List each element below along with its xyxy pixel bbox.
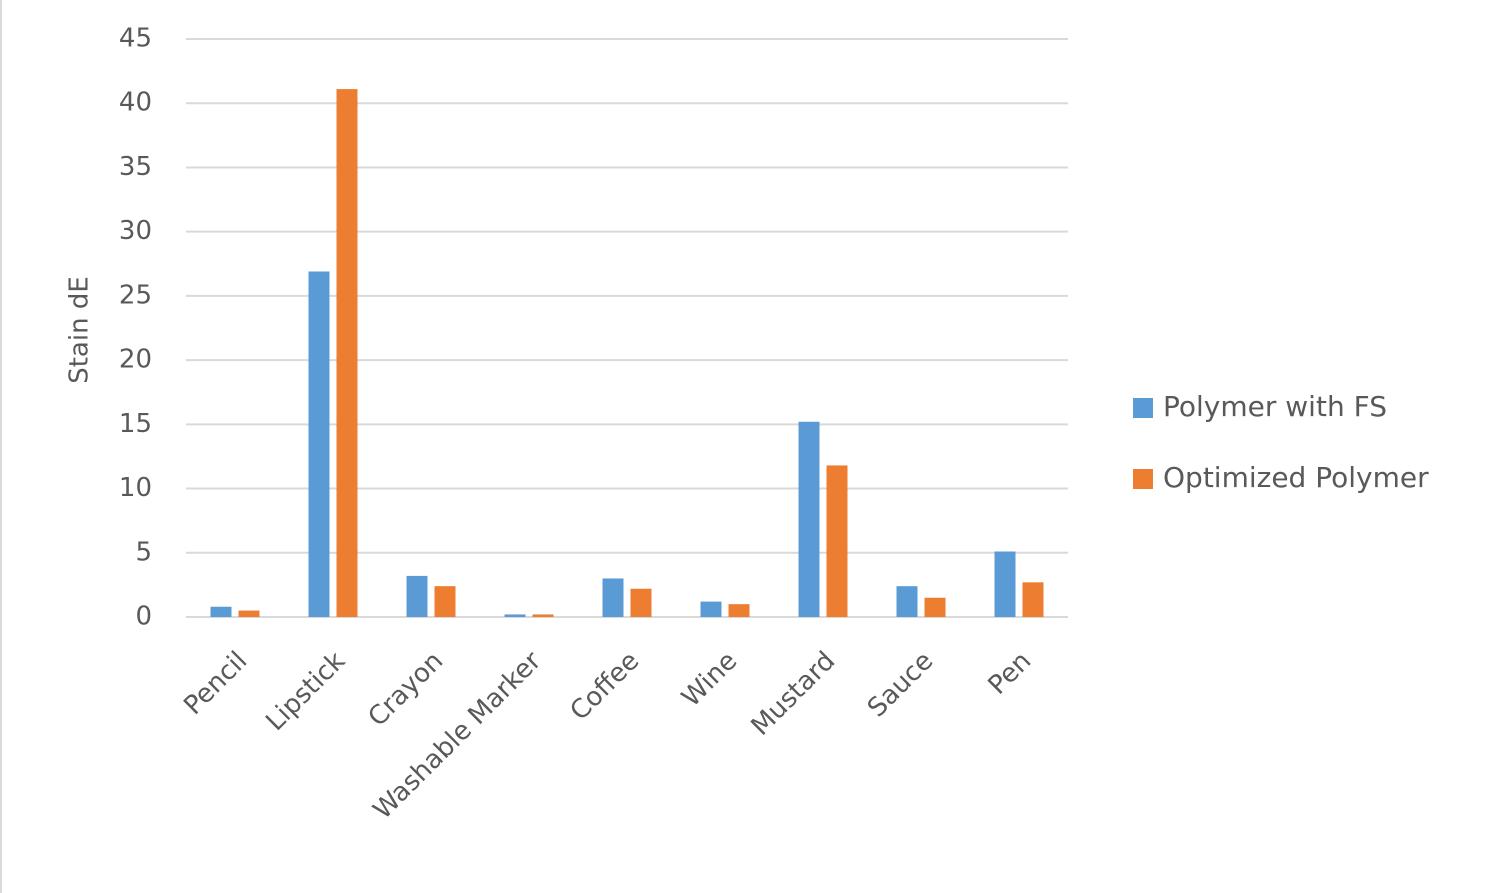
legend-swatch <box>1133 398 1153 418</box>
bar <box>406 575 428 617</box>
bar <box>532 614 554 617</box>
bar <box>700 601 722 617</box>
y-tick-label: 0 <box>135 602 152 632</box>
y-tick-label: 10 <box>119 473 152 503</box>
bar <box>238 610 260 617</box>
y-axis-label: Stain dE <box>65 276 95 384</box>
y-tick-label: 20 <box>119 345 152 375</box>
bar <box>504 614 526 617</box>
bar <box>1022 582 1044 617</box>
legend-label: Polymer with FS <box>1163 390 1387 423</box>
bar <box>924 597 946 617</box>
bar <box>434 586 456 617</box>
bar <box>896 586 918 617</box>
y-tick-label: 15 <box>119 409 152 439</box>
y-tick-label: 25 <box>119 280 152 310</box>
bar <box>308 271 330 617</box>
y-tick-label: 5 <box>135 537 152 567</box>
y-tick-label: 30 <box>119 216 152 246</box>
bar <box>210 606 232 617</box>
y-tick-label: 45 <box>119 24 152 54</box>
y-tick-label: 35 <box>119 152 152 182</box>
legend-label: Optimized Polymer <box>1163 461 1429 494</box>
bar <box>994 551 1016 617</box>
legend-swatch <box>1133 469 1153 489</box>
bar <box>798 421 820 617</box>
bar <box>826 465 848 617</box>
bar <box>728 604 750 617</box>
bar <box>602 578 624 617</box>
bar <box>336 89 358 618</box>
bar <box>630 588 652 617</box>
y-tick-label: 40 <box>119 88 152 118</box>
